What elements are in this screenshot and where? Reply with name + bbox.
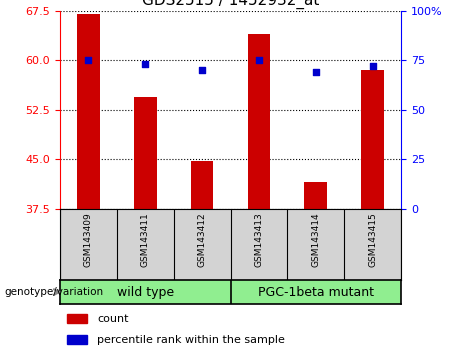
Bar: [67, 314, 87, 323]
Text: percentile rank within the sample: percentile rank within the sample: [97, 335, 285, 345]
Point: [312, 69, 319, 75]
Point: [255, 57, 263, 63]
Bar: [304, 182, 327, 209]
Bar: [248, 34, 270, 209]
Text: PGC-1beta mutant: PGC-1beta mutant: [258, 286, 374, 298]
Bar: [77, 14, 100, 209]
Point: [85, 57, 92, 63]
Text: GSM143414: GSM143414: [311, 212, 320, 267]
Bar: [67, 335, 87, 344]
Text: GSM143409: GSM143409: [84, 212, 93, 267]
Bar: [191, 161, 213, 209]
Point: [142, 61, 149, 67]
Point: [198, 67, 206, 73]
Text: GSM143413: GSM143413: [254, 212, 263, 267]
Point: [369, 63, 376, 69]
Title: GDS2515 / 1452932_at: GDS2515 / 1452932_at: [142, 0, 319, 9]
Bar: [134, 97, 157, 209]
Text: count: count: [97, 314, 129, 324]
Text: wild type: wild type: [117, 286, 174, 298]
Bar: [361, 70, 384, 209]
Text: GSM143412: GSM143412: [198, 212, 207, 267]
Text: genotype/variation: genotype/variation: [5, 287, 104, 297]
Text: GSM143411: GSM143411: [141, 212, 150, 267]
Text: GSM143415: GSM143415: [368, 212, 377, 267]
